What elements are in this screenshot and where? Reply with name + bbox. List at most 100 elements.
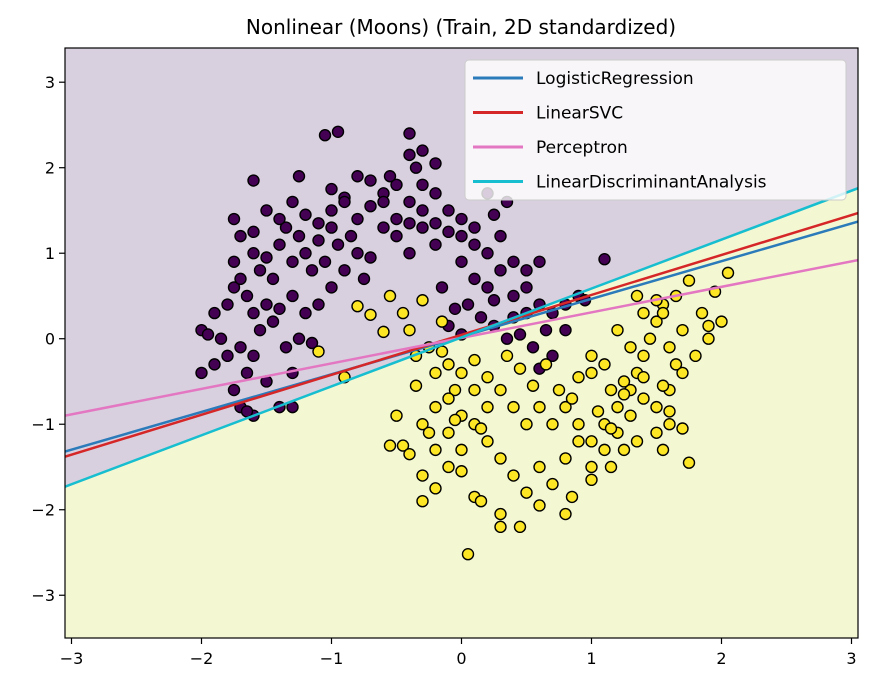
data-point-class-0 xyxy=(338,195,351,209)
data-point-class-0 xyxy=(312,298,325,311)
data-point-class-0 xyxy=(442,204,455,217)
data-point-class-1 xyxy=(474,422,488,435)
data-point-class-0 xyxy=(429,217,442,230)
legend-label-logistic-regression: LogisticRegression xyxy=(536,69,694,89)
data-point-class-0 xyxy=(546,349,559,363)
data-point-class-1 xyxy=(565,392,579,405)
data-point-class-0 xyxy=(227,255,241,268)
data-point-class-1 xyxy=(656,379,670,392)
legend-label-linear-discriminant-analysis: LinearDiscriminantAnalysis xyxy=(536,173,767,193)
data-point-class-0 xyxy=(409,161,423,174)
data-point-class-1 xyxy=(526,379,540,392)
data-point-class-0 xyxy=(292,170,306,183)
x-tick-label: −3 xyxy=(60,649,84,668)
data-point-class-1 xyxy=(396,306,410,320)
data-point-class-1 xyxy=(429,366,442,380)
data-point-class-1 xyxy=(585,366,598,380)
data-point-class-0 xyxy=(292,229,306,243)
data-point-class-0 xyxy=(260,298,273,311)
x-tick-label: 2 xyxy=(716,649,726,668)
data-point-class-1 xyxy=(624,341,637,354)
data-point-class-1 xyxy=(611,323,624,337)
data-point-class-0 xyxy=(403,217,416,230)
data-point-class-1 xyxy=(442,358,455,371)
data-point-class-1 xyxy=(377,325,390,339)
data-point-class-0 xyxy=(533,255,546,268)
data-point-class-1 xyxy=(702,319,715,333)
decision-line-linear-svc xyxy=(65,211,858,458)
legend-label-perceptron: Perceptron xyxy=(536,138,628,158)
data-point-class-1 xyxy=(611,400,624,414)
data-point-class-0 xyxy=(247,247,260,260)
data-point-class-0 xyxy=(481,247,494,260)
data-point-class-0 xyxy=(435,281,449,294)
data-point-class-1 xyxy=(494,507,507,521)
data-point-class-0 xyxy=(253,323,267,337)
data-point-class-0 xyxy=(507,289,520,303)
data-point-class-0 xyxy=(221,298,234,311)
data-point-class-0 xyxy=(312,217,325,230)
data-point-class-0 xyxy=(286,289,299,303)
x-tick-label: 1 xyxy=(586,649,596,668)
data-point-class-1 xyxy=(676,366,689,380)
data-point-class-0 xyxy=(351,212,364,226)
data-point-class-0 xyxy=(494,229,507,243)
data-point-class-1 xyxy=(455,443,468,457)
data-point-class-0 xyxy=(481,281,494,294)
data-point-class-1 xyxy=(669,358,683,371)
data-point-class-0 xyxy=(507,255,520,268)
data-point-class-1 xyxy=(617,375,631,388)
data-point-class-1 xyxy=(715,315,728,328)
data-point-class-1 xyxy=(617,388,631,401)
data-point-class-0 xyxy=(461,298,475,311)
data-point-class-0 xyxy=(416,144,429,157)
data-point-class-1 xyxy=(591,405,605,418)
legend: LogisticRegression LinearSVC Perceptron Lin… xyxy=(464,59,847,201)
data-point-class-0 xyxy=(240,289,254,303)
data-point-class-1 xyxy=(435,315,449,328)
data-point-class-1 xyxy=(637,349,650,363)
data-point-class-0 xyxy=(390,212,403,226)
data-point-class-1 xyxy=(637,392,650,405)
data-point-class-0 xyxy=(390,229,403,243)
data-point-class-1 xyxy=(604,460,618,474)
data-point-class-1 xyxy=(409,379,423,392)
data-point-class-0 xyxy=(539,323,553,337)
data-point-class-0 xyxy=(260,204,273,217)
data-point-class-1 xyxy=(533,400,546,414)
data-point-class-0 xyxy=(468,221,481,234)
data-point-class-0 xyxy=(429,157,442,170)
data-point-class-1 xyxy=(448,383,462,397)
data-point-class-1 xyxy=(598,358,611,371)
data-point-class-1 xyxy=(572,418,585,431)
data-point-class-0 xyxy=(474,311,488,324)
data-point-class-0 xyxy=(286,195,299,209)
data-point-class-0 xyxy=(325,182,338,196)
data-point-class-0 xyxy=(195,366,208,380)
data-point-class-0 xyxy=(416,204,429,217)
data-point-class-0 xyxy=(253,264,267,277)
data-point-class-1 xyxy=(448,413,462,427)
data-point-class-0 xyxy=(266,272,280,286)
legend-box xyxy=(464,59,847,201)
data-point-class-1 xyxy=(539,358,553,371)
data-point-class-1 xyxy=(643,332,657,345)
data-point-class-1 xyxy=(565,490,579,504)
data-point-class-0 xyxy=(429,238,442,251)
data-point-class-1 xyxy=(676,422,689,435)
y-tick-label: 2 xyxy=(45,159,55,178)
data-point-class-0 xyxy=(357,272,371,286)
data-point-class-1 xyxy=(630,435,644,448)
data-point-class-1 xyxy=(559,400,572,414)
data-point-class-0 xyxy=(403,195,416,209)
y-tick-label: 0 xyxy=(45,330,55,349)
data-point-class-1 xyxy=(455,465,468,478)
data-point-class-1 xyxy=(416,494,429,508)
data-point-class-1 xyxy=(656,443,670,457)
data-point-class-0 xyxy=(487,208,501,221)
data-point-class-0 xyxy=(520,264,533,277)
data-point-class-0 xyxy=(455,229,468,243)
data-point-class-1 xyxy=(461,548,475,561)
data-point-class-1 xyxy=(500,349,514,363)
data-point-class-0 xyxy=(318,255,332,268)
